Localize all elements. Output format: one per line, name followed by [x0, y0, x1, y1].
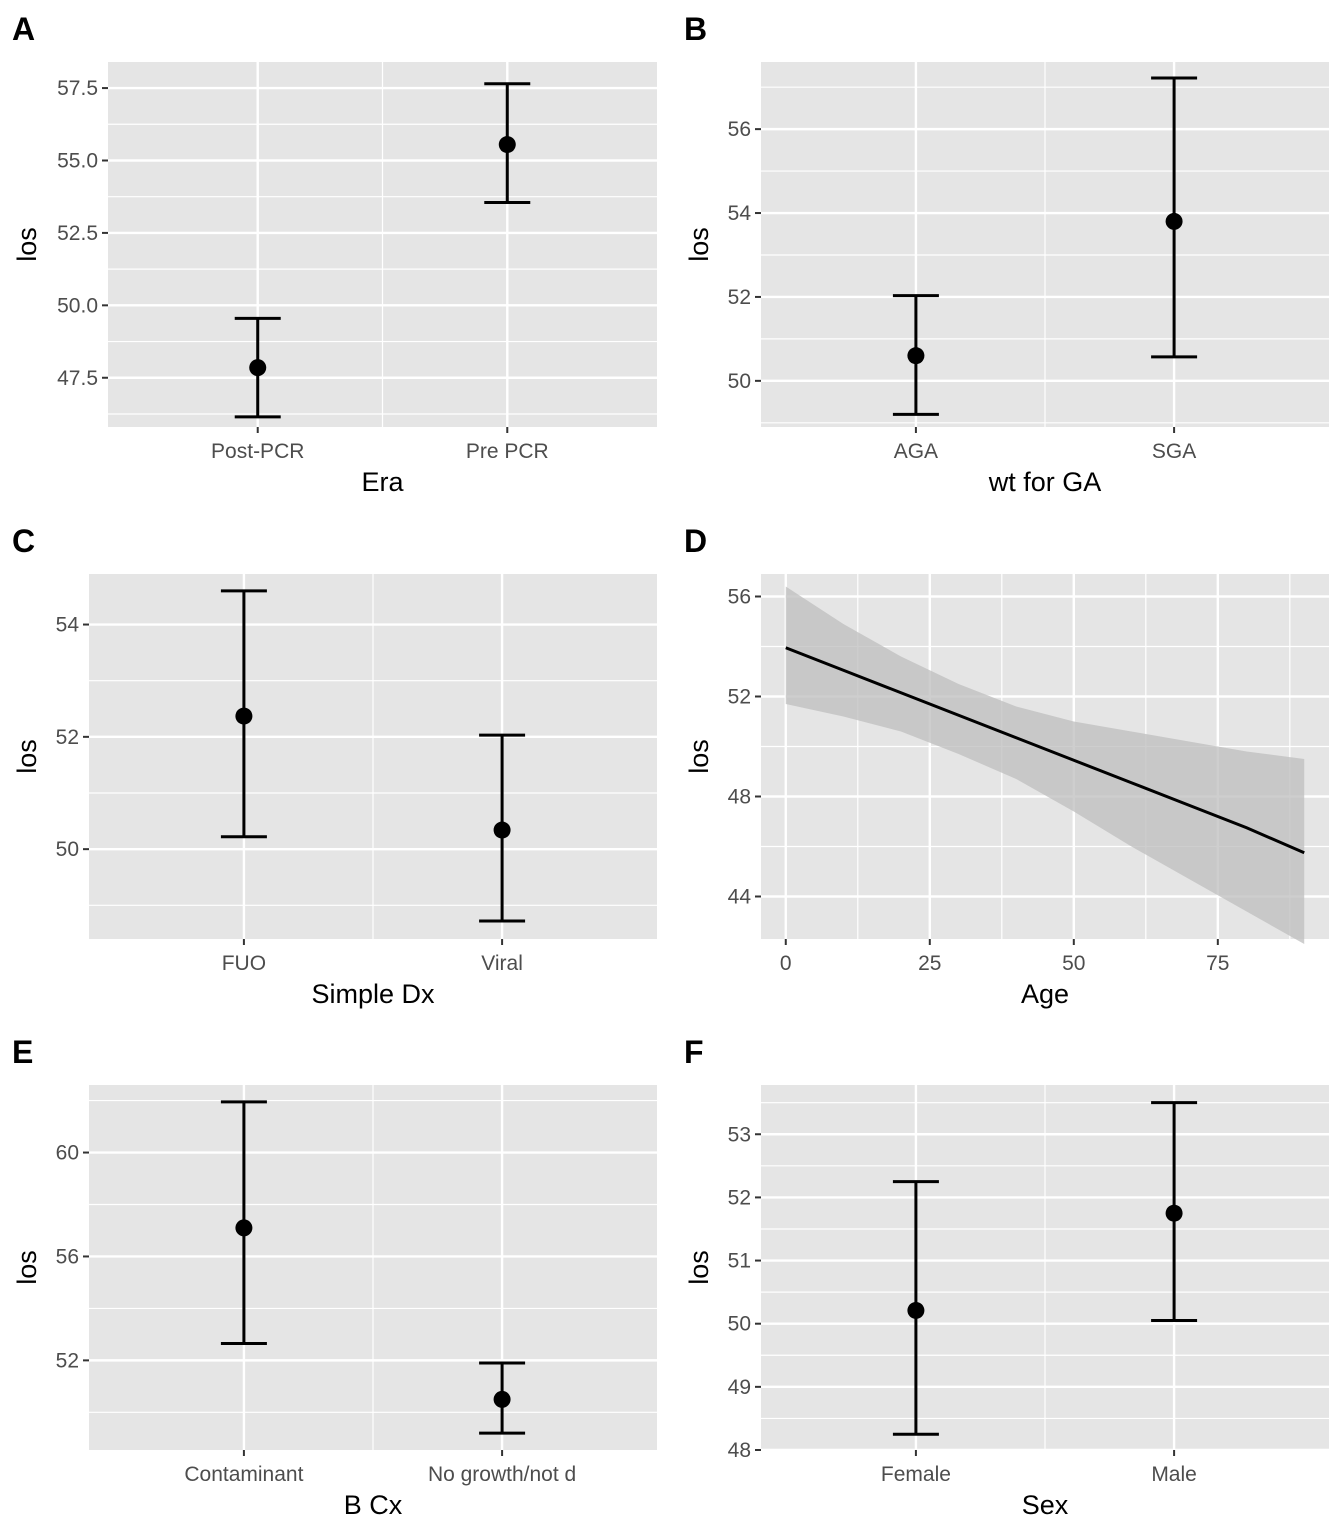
estimate-point: [1165, 212, 1183, 230]
errorbar-0: [220, 1100, 267, 1345]
y-axis-title: los: [684, 739, 714, 774]
y-axis-title: los: [12, 1250, 42, 1285]
y-tick-label: 52: [728, 1186, 751, 1209]
x-tick-label: AGA: [894, 440, 938, 463]
y-tick-label: 50: [728, 370, 751, 393]
x-axis-title: B Cx: [344, 1490, 403, 1520]
confidence-ribbon: [785, 586, 1305, 944]
y-tick-label: 52: [56, 1349, 79, 1372]
y-axis-title: los: [684, 1250, 714, 1285]
x-axis-title: Sex: [1022, 1490, 1069, 1520]
y-tick-label: 52: [728, 686, 751, 709]
estimate-point: [493, 1390, 511, 1408]
panel-label: D: [684, 523, 707, 559]
estimate-point: [249, 359, 267, 377]
y-axis-title: los: [12, 739, 42, 774]
errorbar-0: [892, 294, 939, 416]
y-tick-label: 50.0: [57, 294, 98, 317]
x-tick-label: FUO: [222, 952, 266, 975]
estimate-point: [235, 1219, 253, 1237]
panel-f: F 48 49 50 51 52 53 Female Male Sex los: [684, 1034, 1329, 1520]
x-tick-label: 50: [1062, 952, 1085, 975]
x-tick-label: 75: [1206, 952, 1229, 975]
y-tick-label: 49: [728, 1376, 751, 1399]
errorbar-1: [1151, 1101, 1198, 1323]
y-tick-label: 44: [728, 886, 752, 909]
y-tick-label: 47.5: [57, 367, 98, 390]
y-tick-label: 53: [728, 1123, 751, 1146]
panel-label: A: [12, 11, 35, 47]
x-axis-title: wt for GA: [988, 467, 1102, 497]
errorbar-0: [220, 589, 267, 839]
errorbar-0: [234, 316, 281, 419]
y-tick-label: 56: [56, 1245, 79, 1268]
panel-label: E: [12, 1034, 33, 1070]
panel-label: F: [684, 1034, 704, 1070]
x-tick-label: Contaminant: [184, 1463, 303, 1486]
x-axis-title: Era: [361, 467, 404, 497]
fit-line: [785, 646, 1305, 855]
panel-c: C 50 52 54 FUO Viral Simple Dx los: [12, 523, 657, 1009]
x-tick-label: Female: [881, 1463, 951, 1486]
y-tick-label: 57.5: [57, 77, 98, 100]
estimate-point: [907, 347, 925, 365]
errorbar-1: [479, 733, 526, 923]
estimate-point: [498, 136, 516, 154]
x-axis-title: Age: [1021, 979, 1069, 1009]
estimate-point: [493, 821, 511, 839]
errorbar-0: [892, 1180, 939, 1436]
x-tick-label: No growth/not d: [428, 1463, 576, 1486]
panel-label: C: [12, 523, 35, 559]
x-tick-label: Male: [1151, 1463, 1197, 1486]
y-tick-label: 54: [56, 614, 80, 637]
estimate-point: [907, 1301, 925, 1319]
errorbar-1: [1151, 76, 1198, 359]
y-tick-label: 48: [728, 786, 751, 809]
estimate-point: [1165, 1204, 1183, 1222]
y-tick-label: 60: [56, 1142, 79, 1165]
y-tick-label: 50: [728, 1313, 751, 1336]
x-tick-label: Pre PCR: [466, 440, 549, 463]
y-tick-label: 56: [728, 118, 751, 141]
panel-a: A 47.5 50.0 52.5 55.0 57.5 Post-PCR Pre PCR Era l…: [12, 11, 657, 497]
panel-d: D 44 48 52 56 0 25 50 75 Age los: [684, 523, 1329, 1009]
errorbar-1: [484, 82, 531, 204]
x-tick-label: SGA: [1152, 440, 1196, 463]
x-axis-title: Simple Dx: [311, 979, 435, 1009]
panel-e: E 52 56 60 Contaminant No growth/not d B Cx los: [12, 1034, 657, 1520]
panel-b: B 50 52 54 56 AGA SGA wt for GA los: [684, 11, 1329, 497]
y-tick-label: 52: [728, 286, 751, 309]
x-tick-label: Post-PCR: [211, 440, 304, 463]
x-tick-label: 0: [780, 952, 792, 975]
y-tick-label: 52: [56, 726, 79, 749]
y-tick-label: 51: [728, 1250, 751, 1273]
panel-label: B: [684, 11, 707, 47]
estimate-point: [235, 707, 253, 725]
x-tick-label: Viral: [481, 952, 523, 975]
y-tick-label: 55.0: [57, 149, 98, 172]
y-tick-label: 52.5: [57, 222, 98, 245]
errorbar-1: [479, 1361, 526, 1435]
y-tick-label: 56: [728, 586, 751, 609]
y-tick-label: 50: [56, 838, 79, 861]
y-tick-label: 48: [728, 1439, 751, 1462]
y-axis-title: los: [12, 227, 42, 262]
y-axis-title: los: [684, 227, 714, 262]
y-tick-label: 54: [728, 202, 752, 225]
x-tick-label: 25: [918, 952, 941, 975]
